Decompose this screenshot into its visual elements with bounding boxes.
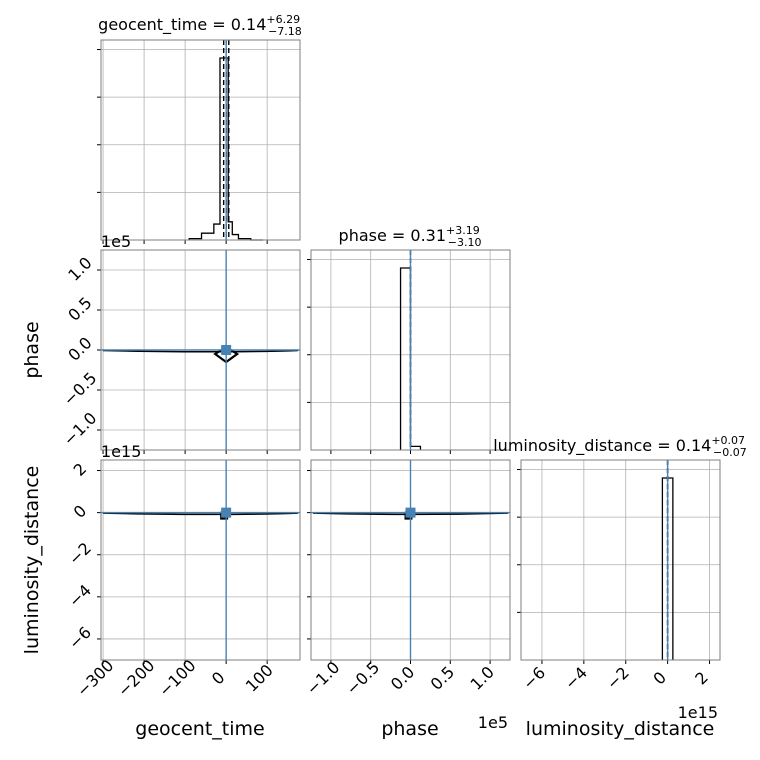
panel-luminosity_distance-phase-truth-marker [405, 507, 416, 518]
xtick-label-phase: 0.0 [387, 662, 418, 693]
title-luminosity_distance: luminosity_distance = 0.14+0.07 −0.07 [493, 434, 747, 459]
ytick-label-luminosity_distance: 0 [70, 501, 91, 522]
panel-luminosity_distance-phase-frame [310, 459, 511, 661]
ytick-label-phase: −0.5 [59, 368, 100, 409]
panel-phase-geocent_time-contour [102, 349, 299, 353]
xtick-label-luminosity_distance: −6 [519, 663, 549, 693]
xtick-label-phase: 1.0 [466, 662, 497, 693]
ytick-label-phase: 0.0 [64, 333, 95, 364]
xtick-label-luminosity_distance: 0 [649, 668, 670, 689]
xtick-label-geocent_time: −100 [155, 656, 200, 701]
ytick-label-luminosity_distance: 2 [70, 459, 91, 480]
xtick-label-geocent_time: −300 [73, 656, 118, 701]
ytick-label-phase: 1.0 [64, 253, 95, 284]
ytick-label-luminosity_distance: −4 [65, 581, 95, 611]
xtick-label-phase: 0.5 [427, 662, 458, 693]
panel-phase-geocent_time-frame [100, 249, 301, 451]
ytick-label-luminosity_distance: −2 [65, 539, 95, 569]
panel-luminosity_distance-geocent_time-truth-marker [221, 507, 232, 518]
xlabel-luminosity_distance: luminosity_distance [526, 718, 715, 740]
xtick-label-phase: −0.5 [342, 658, 383, 699]
ytick-label-luminosity_distance: −6 [65, 623, 95, 653]
xtick-label-geocent_time: 100 [242, 661, 277, 696]
panel-phase-phase-frame [310, 249, 511, 451]
panel-phase-geocent_time-truth-marker [221, 345, 232, 355]
xlabel-geocent_time: geocent_time [135, 718, 264, 740]
ytick-label-phase: 0.5 [64, 293, 95, 324]
offset-luminosity_distance-x: 1e15 [678, 703, 718, 722]
xtick-label-luminosity_distance: 2 [691, 668, 712, 689]
panel-luminosity_distance-luminosity_distance-frame [520, 459, 721, 661]
panel-geocent_time-geocent_time-frame [100, 39, 301, 241]
ytick-label-phase: −1.0 [59, 408, 100, 449]
offset-phase-y: 1e5 [101, 232, 131, 251]
xtick-label-phase: −1.0 [303, 658, 344, 699]
xlabel-phase: phase [381, 718, 438, 740]
panel-luminosity_distance-geocent_time-frame [100, 459, 301, 661]
xtick-label-luminosity_distance: −2 [603, 663, 633, 693]
xtick-label-luminosity_distance: −4 [561, 663, 591, 693]
xtick-label-geocent_time: −200 [114, 656, 159, 701]
panel-luminosity_distance-geocent_time-contour [102, 512, 299, 516]
offset-luminosity_distance-y: 1e15 [101, 442, 141, 461]
title-geocent_time: geocent_time = 0.14+6.29 −7.18 [98, 13, 302, 38]
offset-phase-x: 1e5 [478, 713, 508, 732]
xtick-label-geocent_time: 0 [208, 668, 229, 689]
ylabel-luminosity_distance: luminosity_distance [21, 466, 43, 655]
title-phase: phase = 0.31+3.19 −3.10 [339, 224, 482, 249]
ylabel-phase: phase [21, 321, 43, 378]
